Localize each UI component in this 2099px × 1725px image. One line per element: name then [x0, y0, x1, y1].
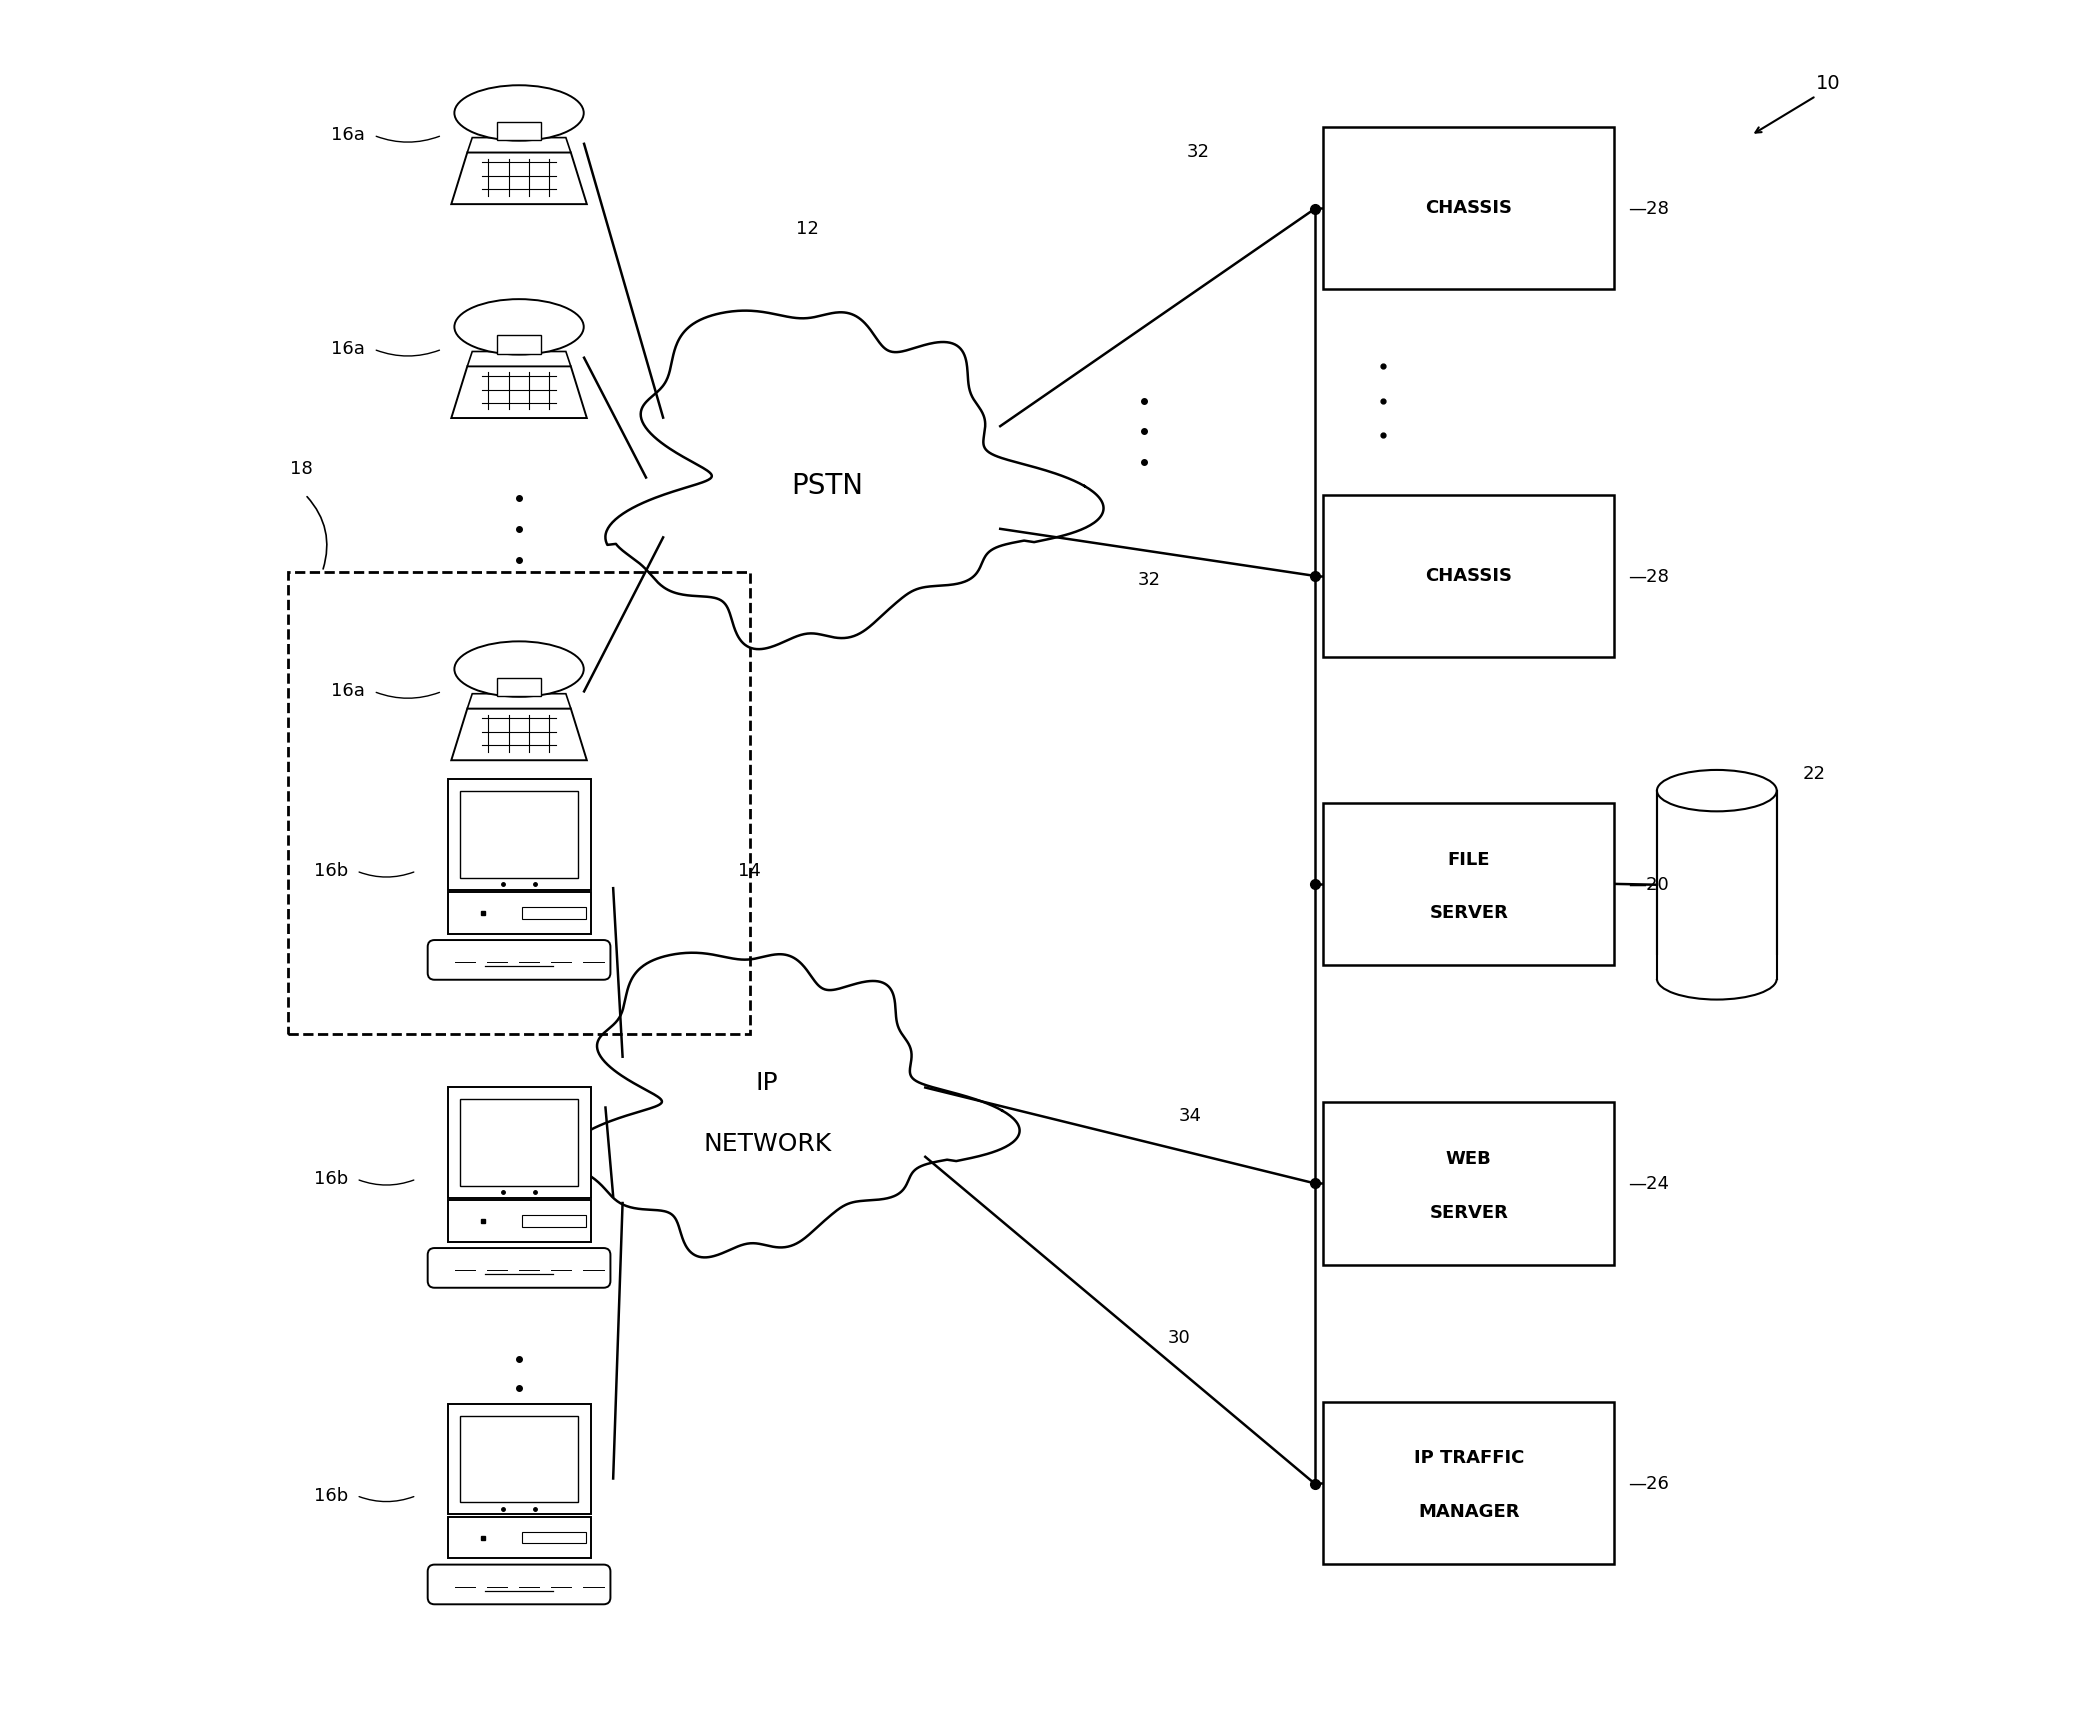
Text: 32: 32 [1138, 571, 1161, 590]
Polygon shape [565, 952, 1020, 1258]
Text: 16b: 16b [313, 1487, 348, 1504]
Ellipse shape [1656, 769, 1776, 811]
Text: 18: 18 [290, 459, 313, 478]
FancyBboxPatch shape [1322, 1102, 1614, 1264]
Text: IP TRAFFIC: IP TRAFFIC [1413, 1449, 1524, 1468]
Text: 14: 14 [737, 861, 760, 880]
Polygon shape [605, 310, 1104, 649]
Text: NETWORK: NETWORK [703, 1133, 831, 1156]
FancyBboxPatch shape [447, 1201, 590, 1242]
Text: 34: 34 [1178, 1107, 1201, 1125]
Text: —28: —28 [1629, 200, 1669, 217]
FancyBboxPatch shape [1654, 954, 1780, 978]
Text: 10: 10 [1816, 74, 1841, 93]
FancyBboxPatch shape [1322, 126, 1614, 290]
FancyBboxPatch shape [460, 1099, 577, 1185]
FancyBboxPatch shape [460, 792, 577, 878]
Text: 22: 22 [1803, 764, 1826, 783]
Text: SERVER: SERVER [1429, 904, 1509, 923]
Text: —20: —20 [1629, 876, 1669, 894]
Ellipse shape [453, 85, 584, 141]
Polygon shape [468, 693, 571, 709]
Polygon shape [451, 709, 588, 761]
Ellipse shape [453, 298, 584, 355]
Text: 16a: 16a [332, 683, 365, 700]
FancyBboxPatch shape [497, 121, 542, 140]
FancyBboxPatch shape [523, 1532, 586, 1544]
Ellipse shape [1656, 957, 1776, 999]
Text: CHASSIS: CHASSIS [1425, 568, 1511, 585]
FancyBboxPatch shape [447, 1087, 590, 1197]
Ellipse shape [453, 642, 584, 697]
FancyBboxPatch shape [1322, 495, 1614, 657]
Text: 16b: 16b [313, 1170, 348, 1189]
FancyBboxPatch shape [523, 1214, 586, 1226]
Text: 16a: 16a [332, 340, 365, 359]
FancyBboxPatch shape [447, 1404, 590, 1515]
Text: —26: —26 [1629, 1475, 1669, 1492]
FancyBboxPatch shape [1322, 1401, 1614, 1565]
FancyBboxPatch shape [447, 1516, 590, 1558]
FancyBboxPatch shape [497, 678, 542, 697]
FancyBboxPatch shape [428, 1565, 611, 1604]
FancyBboxPatch shape [523, 907, 586, 919]
Text: SERVER: SERVER [1429, 1204, 1509, 1221]
FancyBboxPatch shape [428, 1249, 611, 1289]
FancyBboxPatch shape [1322, 802, 1614, 966]
Text: CHASSIS: CHASSIS [1425, 198, 1511, 217]
FancyBboxPatch shape [428, 940, 611, 980]
Text: —28: —28 [1629, 568, 1669, 586]
Text: FILE: FILE [1448, 850, 1490, 868]
FancyBboxPatch shape [447, 892, 590, 933]
Text: 12: 12 [796, 221, 819, 238]
Text: 16a: 16a [332, 126, 365, 145]
Text: 32: 32 [1186, 143, 1209, 162]
FancyBboxPatch shape [460, 1416, 577, 1502]
Polygon shape [451, 366, 588, 417]
Text: 30: 30 [1169, 1330, 1190, 1347]
Text: IP: IP [756, 1071, 779, 1095]
FancyBboxPatch shape [497, 335, 542, 354]
Text: WEB: WEB [1446, 1151, 1492, 1168]
Text: PSTN: PSTN [791, 473, 863, 500]
Polygon shape [451, 152, 588, 204]
FancyBboxPatch shape [447, 780, 590, 890]
Polygon shape [468, 352, 571, 366]
Text: 16b: 16b [313, 862, 348, 880]
Text: MANAGER: MANAGER [1419, 1502, 1520, 1521]
Text: —24: —24 [1629, 1175, 1669, 1194]
Polygon shape [468, 138, 571, 152]
